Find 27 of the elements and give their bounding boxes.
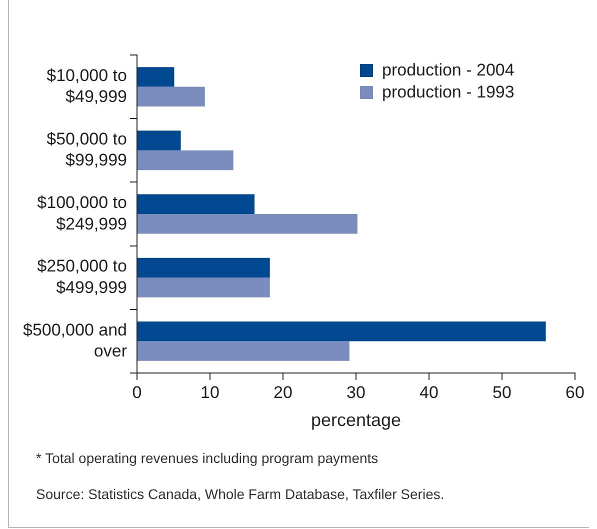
source-note: Source: Statistics Canada, Whole Farm Database, Taxfiler Series. xyxy=(36,486,444,502)
bar xyxy=(137,67,174,87)
x-tick-label: 40 xyxy=(420,382,438,402)
x-tick-label: 0 xyxy=(132,382,142,402)
y-tick-label: $10,000 to $49,999 xyxy=(46,66,127,106)
bar xyxy=(137,150,234,170)
bar xyxy=(137,341,350,361)
x-tick-label: 30 xyxy=(346,382,366,402)
x-axis-title: percentage xyxy=(310,410,402,430)
x-tick-label: 10 xyxy=(200,382,220,402)
x-tick-label: 60 xyxy=(566,382,584,402)
text: * Total operating revenues including program payments xyxy=(36,450,380,466)
bar xyxy=(137,321,546,342)
bar xyxy=(137,278,270,298)
y-tick-label: $100,000 to $249,999 xyxy=(37,193,127,234)
y-tick-label: $250,000 to $499,999 xyxy=(37,256,127,297)
x-tick-label: 50 xyxy=(492,382,512,402)
y-tick-label: $50,000 to $99,999 xyxy=(46,129,127,170)
bar xyxy=(137,214,358,234)
y-tick-label: $500,000 and over xyxy=(22,320,128,361)
legend-label: production - 1993 xyxy=(382,82,514,102)
x-tick-label: 20 xyxy=(274,382,292,402)
bar xyxy=(137,130,181,150)
bar xyxy=(137,86,205,107)
legend-label: production - 2004 xyxy=(382,60,514,80)
bar xyxy=(137,194,255,214)
bar xyxy=(137,258,270,278)
